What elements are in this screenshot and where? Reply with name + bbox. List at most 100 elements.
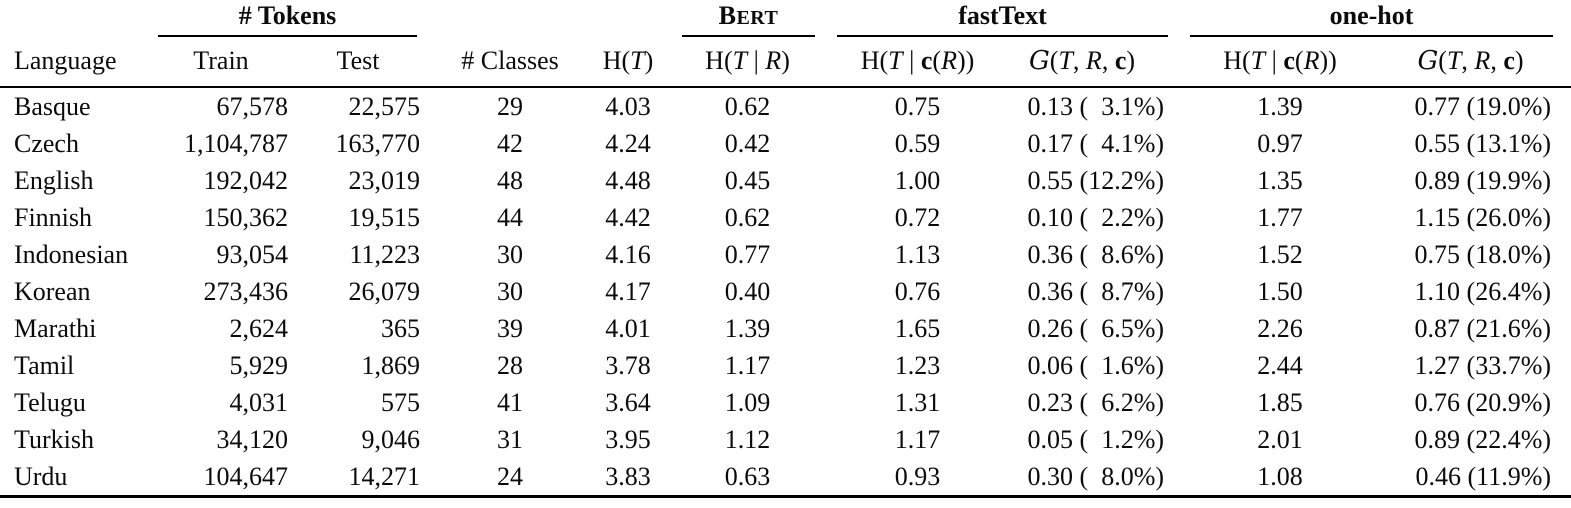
num-classes-cell: 30 xyxy=(497,239,524,269)
fasttext-cond-entropy-cell: 1.23 xyxy=(894,350,941,380)
bert-group-label: BERT xyxy=(682,0,816,37)
onehot-gain-cell: 0.76 (20.9%) xyxy=(1414,387,1552,417)
num-classes-cell: 44 xyxy=(497,202,524,232)
train-tokens-cell: 5,929 xyxy=(229,350,289,380)
table-row: Tamil 5,929 1,869 28 3.78 1.17 1.23 0.06 ( 1.6%… xyxy=(0,347,1571,384)
bert-cond-entropy-cell: 0.63 xyxy=(724,461,771,491)
onehot-gain-cell: 0.87 (21.6%) xyxy=(1414,313,1552,343)
language-cell: Urdu xyxy=(14,461,68,491)
entropy-cell: 3.83 xyxy=(605,461,651,491)
fasttext-gain-cell: 0.36 ( 8.6%) xyxy=(1027,239,1165,269)
train-tokens-cell: 150,362 xyxy=(203,202,289,232)
num-classes-cell: 30 xyxy=(497,276,524,306)
language-cell: Korean xyxy=(14,276,91,306)
train-tokens-cell: 2,624 xyxy=(229,313,289,343)
table-header: # Tokens BERT fastText one-hot Language … xyxy=(0,0,1571,88)
col-language: Language xyxy=(0,38,150,88)
onehot-gain-cell: 1.27 (33.7%) xyxy=(1414,350,1552,380)
language-cell: Tamil xyxy=(14,350,75,380)
test-tokens-cell: 19,515 xyxy=(348,202,421,232)
bert-cond-entropy-cell: 0.40 xyxy=(724,276,771,306)
col-train: Train xyxy=(150,38,292,88)
onehot-gain-cell: 1.15 (26.0%) xyxy=(1414,202,1552,232)
language-cell: Finnish xyxy=(14,202,93,232)
fasttext-cond-entropy-cell: 1.17 xyxy=(894,424,941,454)
col-fasttext-cond-entropy: H(T | c(R)) xyxy=(835,38,1001,88)
train-tokens-cell: 104,647 xyxy=(203,461,289,491)
col-onehot-cond-entropy: H(T | c(R)) xyxy=(1170,38,1391,88)
test-tokens-cell: 1,869 xyxy=(361,350,421,380)
fasttext-cond-entropy-cell: 1.00 xyxy=(894,165,941,195)
num-classes-cell: 24 xyxy=(497,461,524,491)
table-row: Finnish 150,362 19,515 44 4.42 0.62 0.72 0.10 (… xyxy=(0,199,1571,236)
table-row: Telugu 4,031 575 41 3.64 1.09 1.31 0.23 ( 6.2%)… xyxy=(0,384,1571,421)
table-row: Basque 67,578 22,575 29 4.03 0.62 0.75 0.13 ( 3… xyxy=(0,87,1571,125)
entropy-cell: 4.48 xyxy=(605,165,651,195)
group-spacer-entropy xyxy=(596,0,660,38)
column-header-row: Language Train Test # Classes H(T) H(T |… xyxy=(0,38,1571,88)
fasttext-gain-cell: 0.23 ( 6.2%) xyxy=(1027,387,1165,417)
onehot-gain-cell: 0.75 (18.0%) xyxy=(1414,239,1552,269)
onehot-cond-entropy-cell: 1.39 xyxy=(1257,91,1303,121)
entropy-cell: 3.78 xyxy=(605,350,651,380)
onehot-group-label: one-hot xyxy=(1190,0,1554,37)
onehot-gain-cell: 0.55 (13.1%) xyxy=(1414,128,1552,158)
train-tokens-cell: 67,578 xyxy=(216,91,289,121)
fasttext-gain-cell: 0.55 (12.2%) xyxy=(1027,165,1165,195)
train-tokens-cell: 1,104,787 xyxy=(184,128,288,158)
test-tokens-cell: 575 xyxy=(381,387,421,417)
table-row: English 192,042 23,019 48 4.48 0.45 1.00 0.55 (… xyxy=(0,162,1571,199)
col-fasttext-gain: G(T, R, c) xyxy=(1000,38,1171,88)
onehot-cond-entropy-cell: 2.44 xyxy=(1257,350,1303,380)
fasttext-gain-cell: 0.06 ( 1.6%) xyxy=(1027,350,1165,380)
onehot-cond-entropy-cell: 1.85 xyxy=(1257,387,1303,417)
onehot-gain-cell: 0.89 (22.4%) xyxy=(1414,424,1552,454)
fasttext-gain-cell: 0.17 ( 4.1%) xyxy=(1027,128,1165,158)
bert-cond-entropy-cell: 0.42 xyxy=(724,128,771,158)
fasttext-cond-entropy-cell: 1.65 xyxy=(894,313,941,343)
train-tokens-cell: 192,042 xyxy=(203,165,289,195)
language-cell: English xyxy=(14,165,94,195)
onehot-gain-cell: 0.77 (19.0%) xyxy=(1414,91,1552,121)
test-tokens-cell: 26,079 xyxy=(348,276,421,306)
entropy-cell: 4.24 xyxy=(605,128,651,158)
num-classes-cell: 29 xyxy=(497,91,524,121)
fasttext-group-label: fastText xyxy=(837,0,1169,37)
fasttext-gain-cell: 0.30 ( 8.0%) xyxy=(1027,461,1165,491)
num-classes-cell: 42 xyxy=(497,128,524,158)
fasttext-gain-cell: 0.13 ( 3.1%) xyxy=(1027,91,1165,121)
table-row: Turkish 34,120 9,046 31 3.95 1.12 1.17 0.05 ( 1… xyxy=(0,421,1571,458)
onehot-cond-entropy-cell: 2.26 xyxy=(1257,313,1303,343)
test-tokens-cell: 163,770 xyxy=(335,128,421,158)
onehot-cond-entropy-cell: 1.77 xyxy=(1257,202,1303,232)
fasttext-cond-entropy-cell: 1.31 xyxy=(894,387,941,417)
entropy-cell: 4.01 xyxy=(605,313,651,343)
group-bert: BERT xyxy=(660,0,835,38)
bert-cond-entropy-cell: 0.62 xyxy=(724,91,771,121)
language-cell: Basque xyxy=(14,91,91,121)
test-tokens-cell: 11,223 xyxy=(349,239,421,269)
fasttext-gain-cell: 0.05 ( 1.2%) xyxy=(1027,424,1165,454)
num-classes-cell: 48 xyxy=(497,165,524,195)
bert-cond-entropy-cell: 1.12 xyxy=(724,424,771,454)
group-onehot: one-hot xyxy=(1170,0,1571,38)
train-tokens-cell: 4,031 xyxy=(229,387,289,417)
col-entropy: H(T) xyxy=(596,38,661,88)
tokens-group-label: # Tokens xyxy=(158,0,418,37)
group-fasttext: fastText xyxy=(835,0,1170,38)
entropy-cell: 4.42 xyxy=(605,202,651,232)
group-spacer-language xyxy=(0,0,150,38)
col-num-classes: # Classes xyxy=(424,38,597,88)
test-tokens-cell: 365 xyxy=(381,313,421,343)
table-row: Urdu 104,647 14,271 24 3.83 0.63 0.93 0.30 ( 8.… xyxy=(0,458,1571,497)
bert-cond-entropy-cell: 0.77 xyxy=(724,239,771,269)
entropy-cell: 3.64 xyxy=(605,387,651,417)
onehot-cond-entropy-cell: 1.08 xyxy=(1257,461,1303,491)
col-onehot-gain: G(T, R, c) xyxy=(1390,38,1571,88)
onehot-cond-entropy-cell: 1.35 xyxy=(1257,165,1303,195)
entropy-cell: 3.95 xyxy=(605,424,651,454)
table-body: Basque 67,578 22,575 29 4.03 0.62 0.75 0.13 ( 3… xyxy=(0,87,1571,497)
fasttext-cond-entropy-cell: 0.93 xyxy=(894,461,941,491)
bert-cond-entropy-cell: 0.62 xyxy=(724,202,771,232)
entropy-cell: 4.16 xyxy=(605,239,651,269)
